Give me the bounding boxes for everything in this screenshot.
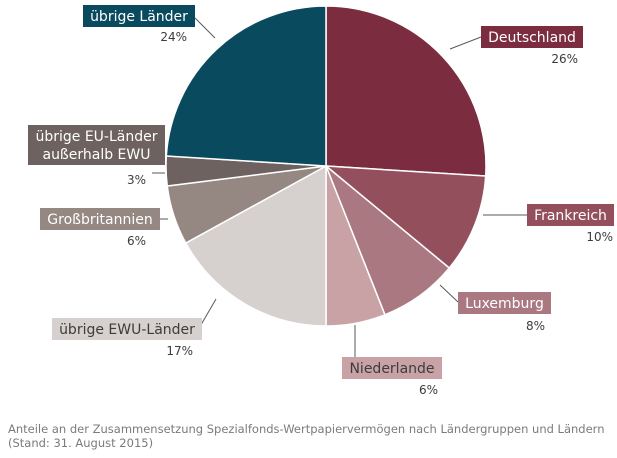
slice-label-1-line-1: Deutschland <box>488 30 576 46</box>
pie-slice-1 <box>325 5 487 177</box>
slice-value-2: 10% <box>586 230 613 244</box>
slice-label-7-line-1: übrige EU-Länder <box>35 129 157 145</box>
leader-line-3 <box>439 284 459 303</box>
slice-label-5-line-1: übrige EWU-Länder <box>59 322 195 338</box>
pie-chart: Deutschland 26% Frankreich 10% Luxemburg 8% Ni… <box>28 5 614 397</box>
slice-label-4-line-1: Niederlande <box>349 361 434 377</box>
label-box-2 <box>527 204 614 226</box>
label-box-6 <box>40 208 160 230</box>
slice-label-6-line-1: Großbritannien <box>47 212 152 228</box>
slice-value-5: 17% <box>166 344 193 358</box>
slice-value-3: 8% <box>526 319 545 333</box>
label-box-4 <box>342 357 442 379</box>
pie-slice-5 <box>184 164 327 327</box>
slice-label-3-line-1: Luxemburg <box>465 296 544 312</box>
pie-slice-2 <box>323 165 487 270</box>
slice-value-6: 6% <box>127 234 146 248</box>
caption-line-2: (Stand: 31. August 2015) <box>8 436 154 450</box>
pie-slice-8 <box>165 5 327 167</box>
pie-slices <box>165 5 487 327</box>
slice-value-7: 3% <box>127 173 146 187</box>
slice-labels: Deutschland 26% Frankreich 10% Luxemburg 8% Ni… <box>28 5 614 397</box>
label-box-8 <box>83 5 195 27</box>
slice-value-1: 26% <box>551 52 578 66</box>
slice-value-8: 24% <box>160 30 187 44</box>
label-box-3 <box>458 292 551 314</box>
slice-label-8-line-1: übrige Länder <box>90 9 188 25</box>
leader-line-1 <box>449 36 482 50</box>
leader-line-8 <box>194 17 216 39</box>
caption-line-1: Anteile an der Zusammensetzung Spezialfo… <box>8 422 605 436</box>
label-box-7 <box>28 125 165 165</box>
slice-label-7-line-2: außerhalb EWU <box>42 147 150 163</box>
chart-caption: Anteile an der Zusammensetzung Spezialfo… <box>8 422 608 450</box>
label-box-1 <box>481 26 583 48</box>
label-box-5 <box>52 318 202 340</box>
slice-label-2-line-1: Frankreich <box>534 208 607 224</box>
slice-value-4: 6% <box>419 383 438 397</box>
